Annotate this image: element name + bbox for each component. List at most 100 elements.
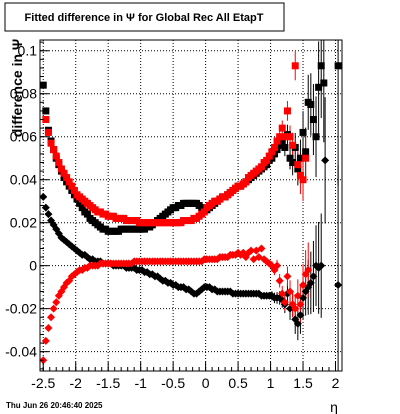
- data-point: [312, 133, 320, 141]
- title-box: Fitted difference in Ψ for Global Rec Al…: [4, 2, 285, 32]
- data-point: [334, 62, 342, 70]
- x-tick-label: 2: [332, 375, 340, 391]
- data-point: [294, 165, 302, 173]
- data-point: [70, 186, 78, 194]
- data-point: [247, 246, 256, 255]
- y-tick-label: -0.04: [5, 344, 37, 360]
- data-point: [273, 261, 282, 270]
- data-point: [257, 163, 265, 171]
- data-point: [291, 62, 299, 70]
- data-point: [296, 311, 305, 320]
- data-point: [293, 319, 302, 328]
- data-point: [317, 261, 326, 270]
- data-point: [249, 255, 258, 264]
- data-point: [286, 133, 294, 141]
- data-point: [286, 154, 294, 162]
- x-tick-label: 0.5: [228, 375, 248, 391]
- y-axis-label: difference in Ψ: [9, 39, 25, 137]
- data-markers: [39, 62, 343, 365]
- data-point: [265, 152, 273, 160]
- data-point: [50, 146, 58, 154]
- data-point: [293, 291, 302, 300]
- y-tick-label: -0.02: [5, 301, 37, 317]
- data-point: [315, 83, 323, 91]
- data-point: [334, 281, 343, 290]
- x-tick-label: -1: [134, 375, 147, 391]
- data-point: [299, 128, 307, 136]
- data-point: [47, 313, 56, 322]
- data-point: [296, 154, 304, 162]
- data-point: [283, 272, 292, 281]
- data-point: [78, 204, 86, 212]
- data-point: [280, 298, 289, 307]
- data-point: [83, 210, 91, 218]
- chart-title: Fitted difference in Ψ for Global Rec Al…: [25, 12, 264, 24]
- data-point: [281, 133, 289, 141]
- data-point: [302, 154, 310, 162]
- data-point: [299, 281, 308, 290]
- data-point: [283, 107, 291, 115]
- data-point: [65, 178, 73, 186]
- data-point: [278, 124, 286, 132]
- data-point: [47, 139, 55, 147]
- data-point: [276, 133, 284, 141]
- data-point: [304, 265, 313, 274]
- data-point: [317, 62, 325, 70]
- data-point: [42, 116, 50, 124]
- data-point: [68, 182, 76, 190]
- x-tick-label: -2: [69, 375, 82, 391]
- data-point: [278, 289, 287, 298]
- x-tick-label: 1.5: [293, 375, 313, 391]
- data-point: [52, 298, 61, 307]
- title-frame: [4, 2, 285, 32]
- data-point: [200, 208, 208, 216]
- data-point: [296, 300, 305, 309]
- data-point: [307, 100, 315, 108]
- y-tick-label: 0.02: [10, 215, 37, 231]
- data-point: [291, 304, 300, 313]
- data-point: [320, 79, 328, 87]
- data-point: [44, 324, 53, 333]
- data-point: [242, 178, 250, 186]
- x-tick-label: 0: [202, 375, 210, 391]
- data-point: [273, 137, 281, 145]
- data-point: [276, 141, 284, 149]
- data-point: [263, 156, 271, 164]
- data-point: [57, 165, 65, 173]
- x-tick-label: 1: [267, 375, 275, 391]
- data-point: [76, 199, 84, 207]
- data-point: [286, 287, 295, 296]
- data-point: [278, 137, 286, 145]
- data-point: [281, 143, 289, 151]
- data-point: [302, 148, 310, 156]
- data-point: [299, 176, 307, 184]
- y-tick-label: 0: [29, 258, 37, 274]
- data-point: [268, 148, 276, 156]
- data-point: [289, 141, 297, 149]
- x-tick-label: -2.5: [31, 375, 55, 391]
- data-point: [49, 304, 58, 313]
- data-point: [60, 169, 68, 177]
- data-point: [321, 156, 330, 165]
- data-point: [257, 244, 266, 253]
- data-point: [55, 159, 63, 167]
- x-tick-label: -0.5: [161, 375, 185, 391]
- x-axis-label: η: [330, 399, 338, 414]
- data-point: [44, 210, 53, 219]
- data-point: [44, 128, 52, 136]
- x-tick-label: -1.5: [96, 375, 120, 391]
- data-point: [275, 276, 284, 285]
- axes: -2.5 -2 -1.5 -1 -0.5 0 0.5 1 1.5 2 -0.04 -0.02 0 0.02…: [5, 41, 340, 391]
- data-point: [306, 278, 315, 287]
- y-tick-label: 0.1: [18, 43, 38, 59]
- data-point: [270, 143, 278, 151]
- y-tick-label: 0.08: [10, 86, 37, 102]
- data-point: [309, 116, 317, 124]
- data-point: [42, 107, 50, 115]
- data-point: [52, 152, 60, 160]
- data-point: [63, 174, 71, 182]
- footer-timestamp: Thu Jun 26 20:46:40 2025: [6, 401, 103, 410]
- data-point: [296, 171, 304, 179]
- y-tick-label: 0.06: [10, 129, 37, 145]
